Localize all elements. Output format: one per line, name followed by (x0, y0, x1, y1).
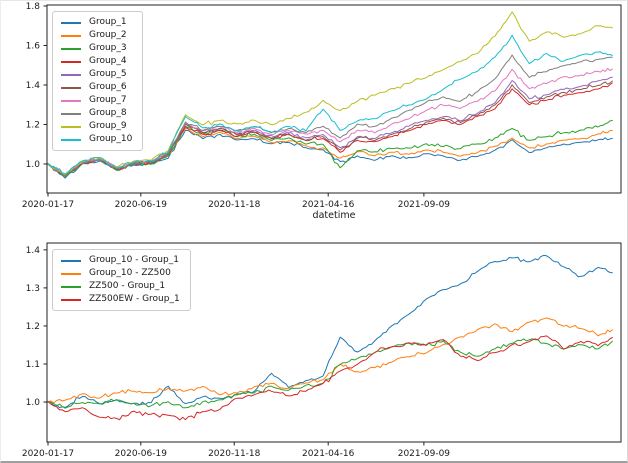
legend-line-swatch (61, 73, 81, 76)
x-tick-label: 2021-04-16 (302, 449, 355, 459)
legend-item: Group_6 (61, 82, 132, 93)
top-chart-plot: 1.0 1.2 1.4 1.6 1.8 2020-01-17 2020-06-19 2020-… (22, 2, 622, 210)
y-tick-label: 1.6 (26, 41, 41, 51)
line-series-Group_9 (47, 11, 613, 176)
line-series-Group_3 (47, 120, 613, 178)
x-tick-label: 2020-01-17 (22, 449, 74, 459)
legend-item: Group_9 (61, 121, 132, 132)
legend-label: Group_3 (89, 43, 127, 53)
line-series-Group_10 - ZZ500 (47, 317, 613, 404)
legend-line-swatch (61, 99, 81, 102)
x-tick-label: 2020-06-19 (115, 200, 168, 210)
y-tick-label: 1.4 (26, 81, 41, 91)
legend-item: Group_3 (61, 43, 132, 54)
legend-item: Group_5 (61, 69, 132, 80)
plot-border (46, 4, 622, 194)
legend-line-swatch (61, 86, 81, 89)
legend-line-swatch (61, 298, 81, 301)
x-tick-label: 2021-09-09 (398, 200, 451, 210)
legend-line-swatch (61, 285, 81, 288)
legend-label: ZZ500 - Group_1 (89, 281, 166, 291)
legend-line-swatch (61, 60, 81, 63)
line-series-Group_4 (47, 82, 613, 176)
bottom-chart-legend: Group_10 - Group_1 Group_10 - ZZ500 ZZ500 … (52, 249, 191, 311)
y-tick-label: 1.2 (26, 322, 40, 332)
legend-item: Group_10 - ZZ500 (61, 268, 180, 279)
y-tick-label: 1.0 (26, 398, 41, 408)
x-tick-label: 2020-06-19 (115, 449, 168, 459)
top-chart-xaxis-label: datetime (312, 210, 356, 221)
bottom-chart-plot: 1.0 1.1 1.2 1.3 1.4 2020-01-17 2020-06-19 2020-… (22, 242, 622, 459)
legend-item: Group_2 (61, 30, 132, 41)
x-tick-label: 2020-11-18 (208, 200, 261, 210)
legend-line-swatch (61, 138, 81, 141)
y-tick-label: 1.2 (26, 120, 40, 130)
legend-label: Group_10 - ZZ500 (89, 268, 171, 278)
plot-border (46, 242, 622, 443)
legend-item: Group_10 (61, 134, 132, 145)
bottom-chart: 1.0 1.1 1.2 1.3 1.4 2020-01-17 2020-06-19 2020-… (1, 233, 627, 461)
legend-label: Group_10 (89, 134, 133, 144)
legend-line-swatch (61, 272, 81, 275)
legend-label: Group_6 (89, 82, 127, 92)
legend-label: Group_10 - Group_1 (89, 255, 179, 265)
legend-item: Group_1 (61, 17, 132, 28)
x-tick-label: 2021-04-16 (302, 200, 355, 210)
line-series-ZZ500EW - Group_1 (47, 335, 613, 421)
x-tick-label: 2021-09-09 (398, 449, 451, 459)
legend-label: Group_7 (89, 95, 127, 105)
y-tick-label: 1.3 (26, 284, 40, 294)
legend-label: Group_8 (89, 108, 127, 118)
legend-line-swatch (61, 125, 81, 128)
line-series-Group_10 (47, 34, 613, 175)
y-tick-label: 1.8 (26, 2, 41, 12)
legend-label: Group_5 (89, 69, 127, 79)
top-chart: 1.0 1.2 1.4 1.6 1.8 2020-01-17 2020-06-19 2020-… (1, 1, 627, 233)
line-series-ZZ500 - Group_1 (47, 338, 613, 409)
legend-item: Group_10 - Group_1 (61, 255, 180, 266)
legend-label: Group_4 (89, 56, 127, 66)
legend-item: ZZ500EW - Group_1 (61, 294, 180, 305)
top-chart-legend: Group_1 Group_2 Group_3 Group_4 Group_5 Group… (52, 11, 144, 151)
legend-line-swatch (61, 47, 81, 50)
x-tick-label: 2020-01-17 (22, 200, 74, 210)
legend-label: Group_2 (89, 30, 127, 40)
legend-label: ZZ500EW - Group_1 (89, 294, 180, 304)
legend-line-swatch (61, 34, 81, 37)
legend-label: Group_9 (89, 121, 127, 131)
legend-line-swatch (61, 259, 81, 262)
x-tick-label: 2020-11-18 (208, 449, 261, 459)
legend-item: Group_7 (61, 95, 132, 106)
y-tick-label: 1.4 (26, 246, 41, 256)
legend-item: Group_8 (61, 108, 132, 119)
y-tick-label: 1.0 (26, 160, 41, 170)
legend-line-swatch (61, 21, 81, 24)
legend-line-swatch (61, 112, 81, 115)
line-series-Group_10 - Group_1 (47, 254, 613, 409)
legend-item: ZZ500 - Group_1 (61, 281, 180, 292)
legend-label: Group_1 (89, 17, 127, 27)
legend-item: Group_4 (61, 56, 132, 67)
y-tick-label: 1.1 (26, 360, 40, 370)
line-series-Group_5 (47, 76, 613, 175)
